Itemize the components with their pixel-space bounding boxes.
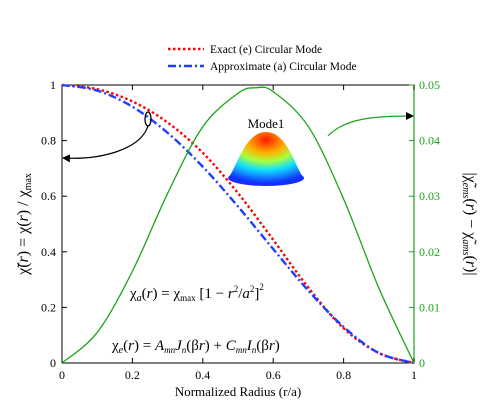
axis-ticks: 0 0.2 0.4 0.6 0.8 100.20.40.60.8100.010.020.0… [41,78,440,382]
arrow-to-left-axis [62,125,149,163]
y-right-tick-label: 0.02 [419,245,440,259]
mode-shape-bump [228,132,304,184]
arrow-to-right-axis [327,112,414,137]
plot-frame [61,84,415,364]
legend-label-exact: Exact (e) Circular Mode [210,44,322,56]
series-difference-line [61,86,415,364]
series-layer [61,83,415,365]
x-tick-label: 1 [411,368,417,382]
equation-approx: χa(r) = χmax [1 − r2/a2]2 [129,282,264,304]
y-right-tick-label: 0.05 [419,78,440,92]
annotation-arrows [62,111,414,163]
y-right-tick-label: 0.04 [419,134,440,148]
y-right-tick-label: 0.01 [419,300,440,314]
y-right-tick-label: 0 [419,356,425,370]
y-left-tick-label: 0.8 [41,134,56,148]
y-left-tick-label: 1 [50,78,56,92]
x-tick-label: 0.8 [336,368,351,382]
x-tick-label: 0.4 [195,368,210,382]
y-right-tick-label: 0.03 [419,189,440,203]
x-axis-label: Normalized Radius (r/a) [175,384,301,399]
equations: χa(r) = χmax [1 − r2/a2]2 χe(r) = AmnJn(… [111,282,280,356]
series-exact-line [61,83,415,365]
x-tick-label: 0 [59,368,65,382]
x-tick-label: 0.2 [125,368,140,382]
y-left-tick-label: 0.4 [41,245,56,259]
legend: Exact (e) Circular Mode Approximate (a) … [168,44,357,73]
y-left-tick-label: 0.2 [41,300,56,314]
series-approx-line [61,83,415,365]
y-axis-label-left: χ̃(r) = χ(r) / χmax [15,173,34,276]
inset-label: Mode1 [248,116,285,131]
legend-label-approx: Approximate (a) Circular Mode [210,61,357,73]
equation-exact: χe(r) = AmnJn(βr) + CmnIn(βr) [111,338,280,356]
y-left-tick-label: 0 [50,356,56,370]
mode-inset: Mode1 [228,116,304,186]
y-axis-label-right: |χ̃ems(r) − χ̃ams(r)| [460,172,479,275]
y-left-tick-label: 0.6 [41,189,56,203]
x-tick-label: 0.6 [266,368,281,382]
